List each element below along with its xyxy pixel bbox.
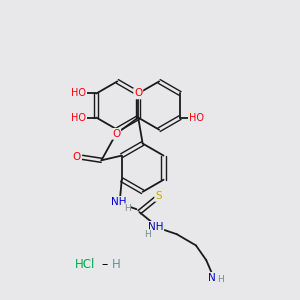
Text: H: H xyxy=(144,230,151,239)
Text: O: O xyxy=(112,129,120,139)
Text: S: S xyxy=(155,191,162,201)
Text: H: H xyxy=(217,275,224,284)
Text: HO: HO xyxy=(189,112,204,123)
Text: H: H xyxy=(124,204,130,213)
Text: HO: HO xyxy=(71,112,86,123)
Text: –: – xyxy=(101,258,107,271)
Text: H: H xyxy=(112,258,121,271)
Text: O: O xyxy=(73,152,81,162)
Text: HCl: HCl xyxy=(75,258,95,271)
Text: NH: NH xyxy=(148,222,163,232)
Text: NH: NH xyxy=(111,197,127,207)
Text: N: N xyxy=(208,273,216,283)
Text: O: O xyxy=(134,88,142,98)
Text: HO: HO xyxy=(71,88,86,98)
